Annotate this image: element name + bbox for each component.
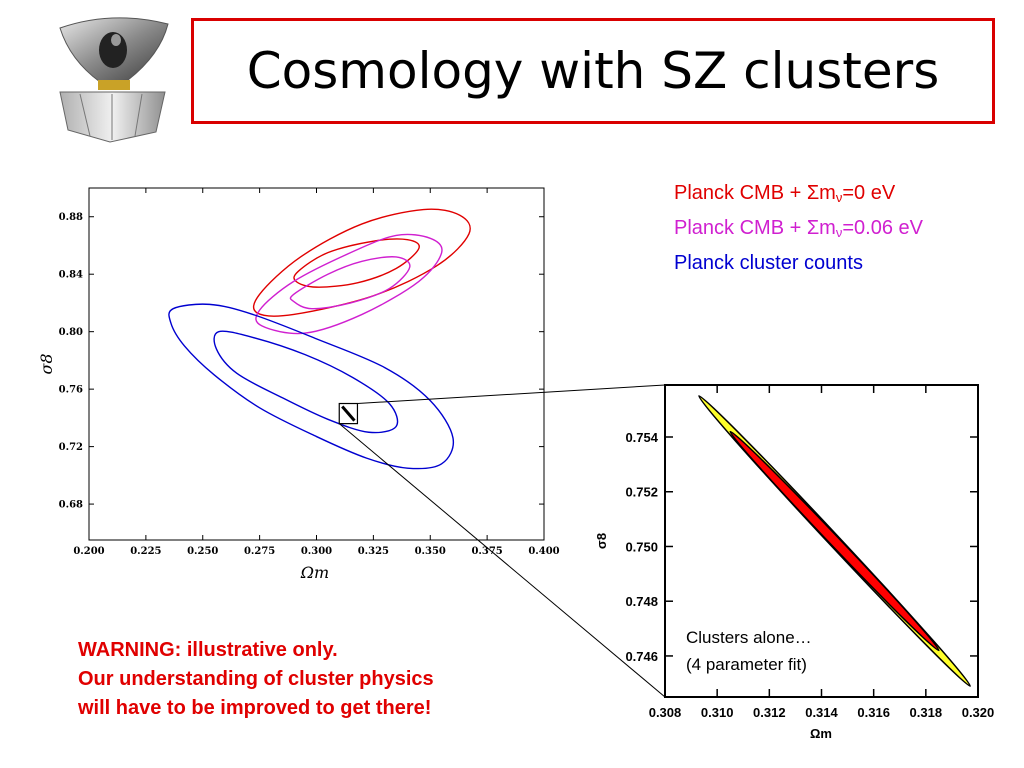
warning-line3: will have to be improved to get there! [78,697,432,719]
inset-xtick-label: 0.320 [962,705,995,720]
inset-xlabel: Ωm [810,726,832,741]
main-contour-group [168,208,471,470]
main-xtick-label: 0.350 [415,546,446,557]
inset-xtick-label: 0.312 [753,705,786,720]
main-contour-68pct [213,330,399,434]
legend-entry-cluster-counts: Planck cluster counts [674,248,923,279]
legend-sub: ν [835,225,843,240]
inset-xtick-label: 0.318 [910,705,943,720]
legend-entry-cmb-0ev: Planck CMB + Σmν=0 eV [674,178,923,213]
inset-xtick-label: 0.308 [649,705,682,720]
main-xtick-label: 0.250 [187,546,218,557]
main-contour-68pct [289,256,411,310]
title-box: Cosmology with SZ clusters [191,18,995,124]
inset-xtick-label: 0.314 [805,705,838,720]
legend-sub: ν [835,190,843,205]
main-ytick-label: 0.88 [59,212,83,223]
inset-tick-group: 0.308 0.310 0.312 0.314 0.316 0.318 0.320 0.746… [625,385,994,720]
main-xtick-label: 0.200 [73,546,104,557]
inset-contour-68pct [729,430,940,652]
inset-ytick-label: 0.752 [625,485,658,500]
main-contour-95pct [168,303,455,470]
legend-text: Planck CMB + Σm [674,182,836,204]
main-xtick-label: 0.400 [528,546,559,557]
warning-line1: WARNING: illustrative only. [78,639,338,661]
zoom-box-degeneracy [341,405,356,422]
inset-ylabel: σ8 [594,533,609,549]
legend: Planck CMB + Σmν=0 eV Planck CMB + Σmν=0… [674,178,923,279]
inset-note-line2: (4 parameter fit) [686,655,807,674]
main-contour-95pct [252,208,471,317]
zoom-connector-top [357,384,666,405]
legend-text: Planck cluster counts [674,252,863,274]
main-contour-95pct [255,233,443,335]
main-ytick-label: 0.68 [59,500,83,511]
main-ytick-label: 0.84 [59,270,83,281]
planck-satellite-logo [50,10,175,145]
inset-xtick-label: 0.316 [857,705,890,720]
inset-contour-chart: 0.308 0.310 0.312 0.314 0.316 0.318 0.320 0.746… [594,384,994,741]
legend-text: Planck CMB + Σm [674,217,836,239]
inset-ytick-label: 0.754 [625,430,658,445]
main-ytick-label: 0.76 [59,385,83,396]
inset-ytick-label: 0.748 [625,594,658,609]
legend-text: =0.06 eV [842,217,923,239]
inset-note: Clusters alone… (4 parameter fit) [686,624,812,678]
main-plot-frame [88,187,545,541]
main-xtick-label: 0.325 [358,546,389,557]
main-ytick-label: 0.72 [59,442,83,453]
inset-note-line1: Clusters alone… [686,628,812,647]
zoom-connector-bottom [338,423,666,698]
main-xtick-label: 0.300 [301,546,332,557]
legend-entry-cmb-006ev: Planck CMB + Σmν=0.06 eV [674,213,923,248]
zoom-box [338,402,359,425]
main-xlabel: Ωm [300,563,329,582]
warning-text: WARNING: illustrative only. Our understa… [78,636,434,723]
main-contour-chart: 0.200 0.225 0.250 0.275 0.300 0.325 0.350 0.375… [37,187,666,698]
main-xtick-label: 0.375 [471,546,502,557]
warning-line2: Our understanding of cluster physics [78,668,434,690]
inset-contour-group [698,395,971,687]
main-xtick-label: 0.275 [244,546,275,557]
legend-text: =0 eV [842,182,896,204]
main-ytick-label: 0.80 [59,327,83,338]
main-ylabel: σ8 [37,353,56,374]
inset-xtick-label: 0.310 [701,705,734,720]
inset-ytick-label: 0.750 [625,539,658,554]
planck-satellite-icon [59,17,169,143]
main-xtick-label: 0.225 [130,546,161,557]
main-tick-group: 0.200 0.225 0.250 0.275 0.300 0.325 0.350 0.375… [59,188,560,557]
slide-title: Cosmology with SZ clusters [246,42,940,100]
inset-ytick-label: 0.746 [625,649,658,664]
main-contour-68pct [293,238,420,288]
